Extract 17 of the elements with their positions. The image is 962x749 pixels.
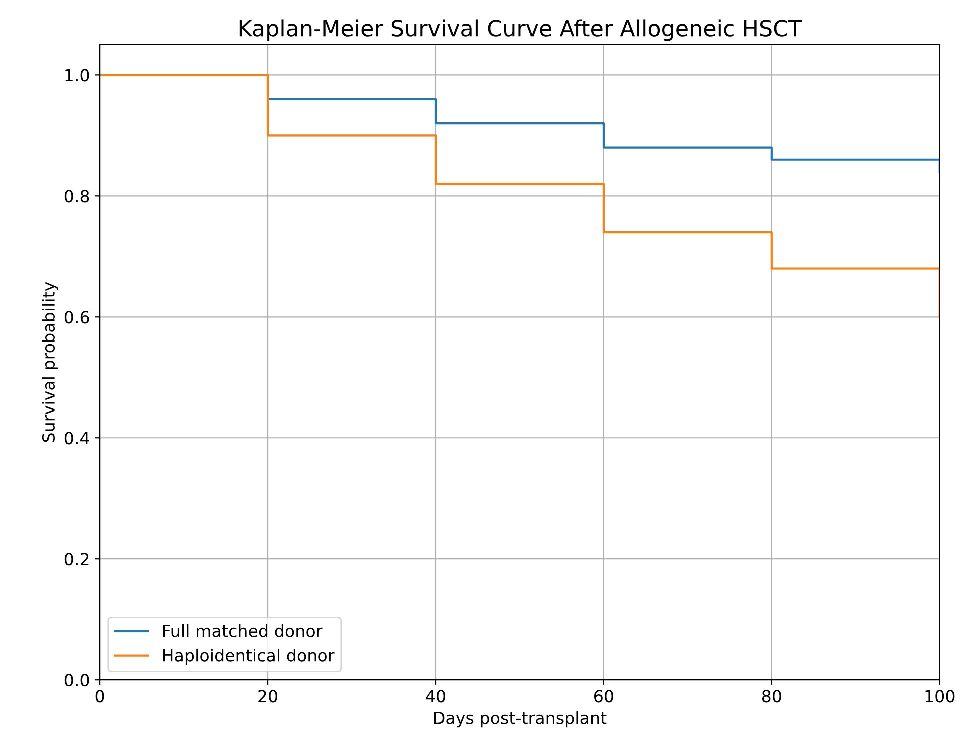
y-tick-label: 0.8: [64, 190, 90, 203]
y-axis-title: Survival probability: [42, 282, 58, 442]
x-tick-label: 100: [926, 690, 955, 703]
y-tick-label: 0.4: [64, 432, 90, 445]
chart-title: Kaplan-Meier Survival Curve After Allogeneic HSCT: [240, 20, 802, 42]
x-tick-label: 80: [762, 690, 782, 703]
x-tick-label: 0: [96, 690, 104, 703]
x-tick-label: 60: [594, 690, 614, 703]
legend-label: Full matched donor: [163, 624, 323, 638]
x-tick-label: 20: [258, 690, 278, 703]
y-tick-label: 0.2: [64, 553, 89, 566]
y-tick-label: 0.0: [64, 674, 90, 687]
legend-label: Haploidentical donor: [163, 648, 335, 666]
x-tick-label: 40: [426, 690, 446, 703]
y-tick-label: 1.0: [66, 69, 90, 82]
x-axis-title: Days post-transplant: [434, 712, 607, 728]
y-tick-label: 0.6: [64, 311, 90, 324]
